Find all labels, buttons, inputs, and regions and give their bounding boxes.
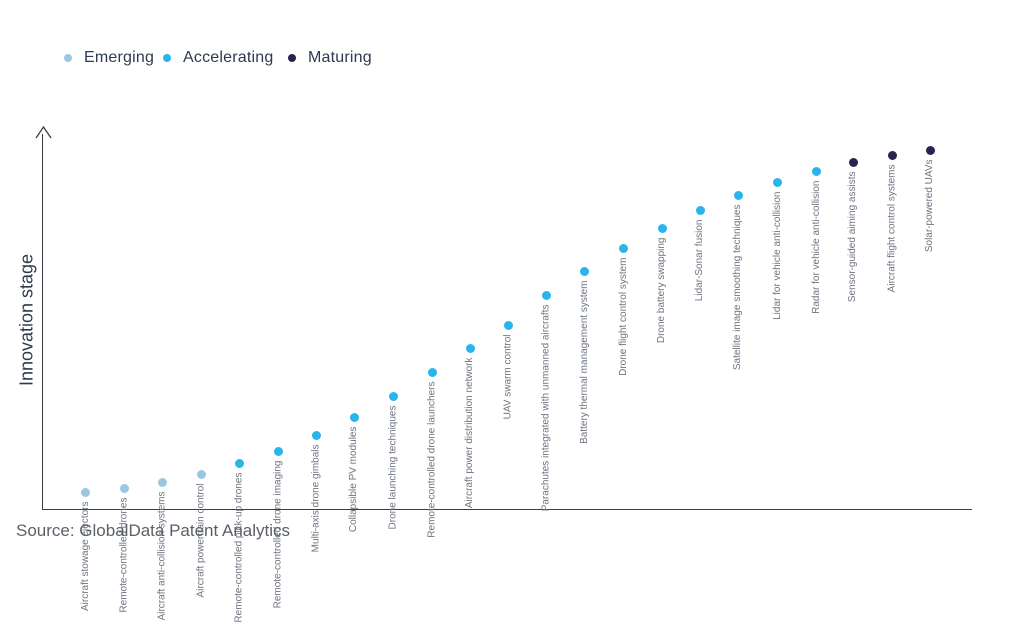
plot-area: Innovation stage Aircraft stowage ejecto… [16, 126, 972, 622]
data-point-dot [234, 458, 244, 468]
x-axis-line [42, 509, 972, 511]
data-point-dot [657, 223, 667, 233]
data-point-dot [388, 391, 398, 401]
data-point-dot [887, 150, 897, 160]
legend-item-maturing: Maturing [288, 49, 372, 67]
data-point-dot [811, 166, 821, 176]
data-point-dot [311, 430, 321, 440]
data-point-label: Collapsible PV modules [348, 426, 360, 532]
legend-label-maturing: Maturing [308, 49, 372, 66]
chart-canvas: Emerging Accelerating Maturing Innovatio… [16, 49, 972, 622]
data-point-label: Drone flight control system [617, 257, 629, 376]
data-point-dot [349, 412, 359, 422]
data-point-dot [848, 157, 858, 167]
legend-dot-emerging-icon [64, 54, 72, 62]
data-point-dot [80, 487, 90, 497]
legend-label-accelerating: Accelerating [183, 49, 274, 66]
data-point-label: Aircraft stowage ejectors [79, 501, 91, 611]
data-point-label: Drone launching techniques [387, 405, 399, 529]
data-point-dot [541, 290, 551, 300]
data-point-label: Remote-controlled drone launchers [426, 381, 438, 538]
data-point-label: Aircraft anti-collision systems [156, 491, 168, 620]
data-point-label: UAV swarm control [502, 334, 514, 419]
legend-dot-maturing-icon [288, 54, 296, 62]
data-point-label: Parachutes integrated with unmanned airc… [540, 304, 552, 511]
y-axis-label: Innovation stage [16, 253, 37, 387]
legend-item-accelerating: Accelerating [163, 49, 273, 67]
data-point-label: Solar-powered UAVs [924, 159, 936, 252]
data-point-label: Sensor-guided aiming assists [847, 171, 859, 302]
data-point-dot [465, 343, 475, 353]
data-point-label: Multi-axis drone gimbals [310, 444, 322, 552]
data-point-label: Drone battery swapping [656, 237, 668, 343]
data-point-dot [925, 145, 935, 155]
data-point-label: Aircraft power distribution network [464, 357, 476, 508]
legend-item-emerging: Emerging [64, 49, 154, 67]
source-note: Source: GlobalData Patent Analytics [16, 521, 291, 540]
data-point-dot [733, 190, 743, 200]
data-point-dot [772, 177, 782, 187]
data-point-label: Remote-controlled drones [118, 497, 130, 613]
y-axis-arrow-icon [35, 126, 52, 139]
data-point-label: Satellite image smoothing techniques [732, 204, 744, 370]
data-point-dot [157, 477, 167, 487]
data-point-label: Aircraft flight control systems [886, 164, 898, 292]
data-point-dot [503, 320, 513, 330]
data-point-label: Radar for vehicle anti-collision [810, 180, 822, 314]
data-point-label: Battery thermal management system [578, 280, 590, 444]
data-point-dot [695, 205, 705, 215]
data-point-dot [196, 469, 206, 479]
legend-dot-accelerating-icon [163, 54, 171, 62]
data-point-dot [579, 266, 589, 276]
data-point-label: Lidar-Sonar fusion [694, 219, 706, 301]
data-point-dot [427, 367, 437, 377]
data-point-dot [119, 483, 129, 493]
data-point-label: Lidar for vehicle anti-collision [771, 191, 783, 320]
data-point-dot [618, 243, 628, 253]
data-point-dot [273, 446, 283, 456]
legend-label-emerging: Emerging [84, 49, 155, 66]
data-point-label: Remote-controlled pick-up drones [233, 472, 245, 622]
y-axis-line [42, 134, 44, 510]
